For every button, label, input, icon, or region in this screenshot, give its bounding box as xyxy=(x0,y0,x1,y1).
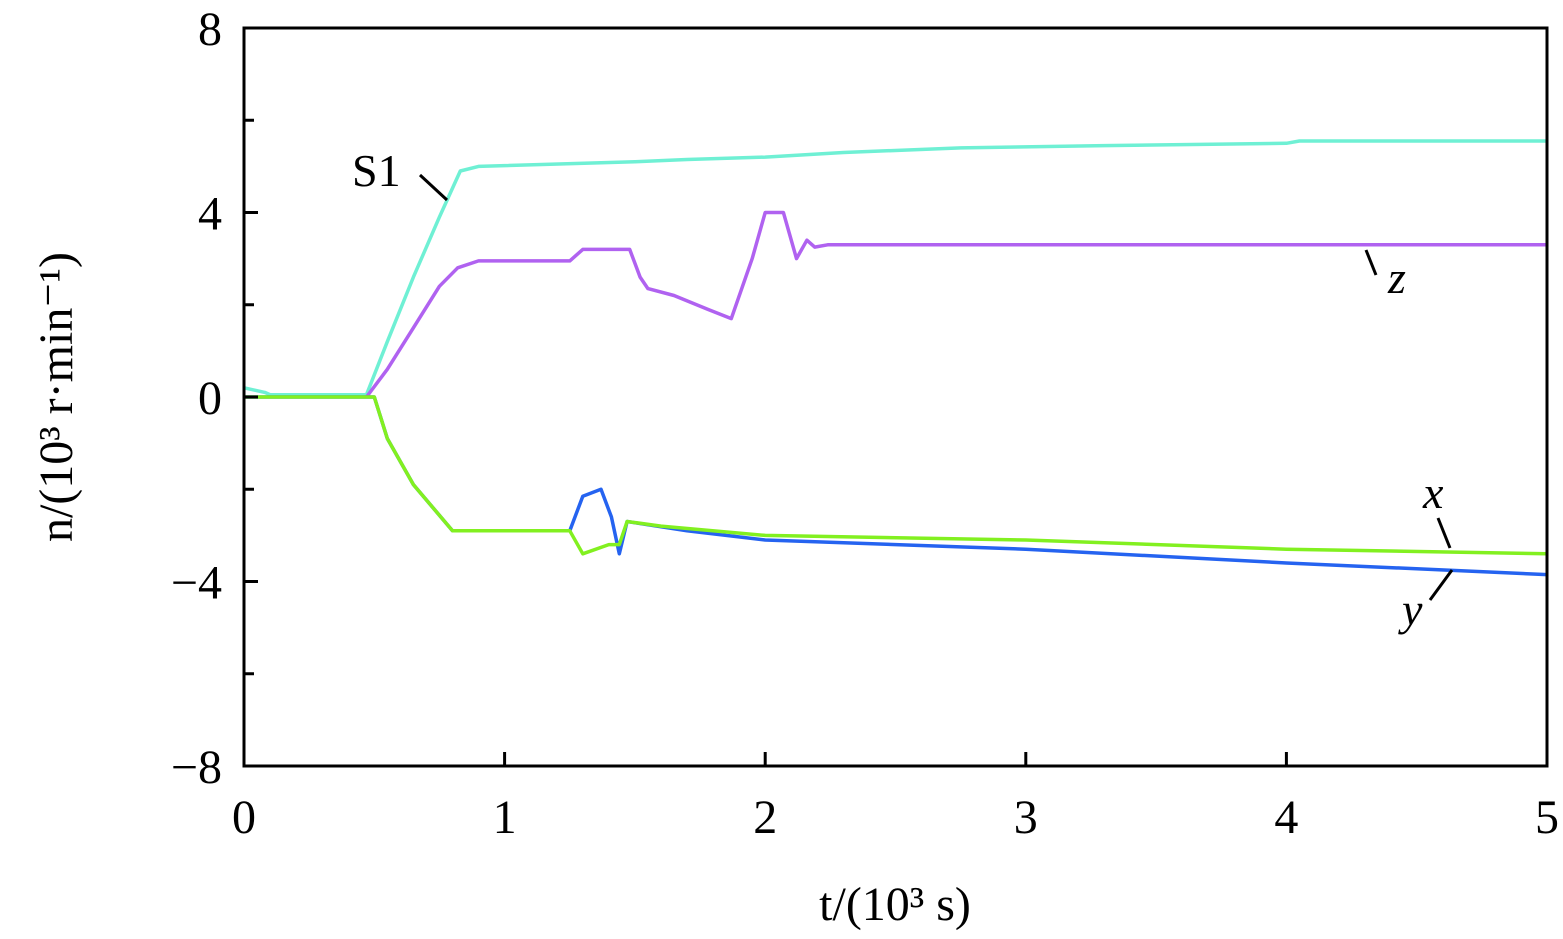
y-tick-label: −8 xyxy=(171,741,222,794)
x-tick-label: 0 xyxy=(232,791,256,844)
y-tick-label: −4 xyxy=(171,557,222,610)
x-tick-label: 1 xyxy=(493,791,517,844)
series-line-x xyxy=(244,395,1548,556)
y-tick-label: 8 xyxy=(198,3,222,56)
series-label-x: x xyxy=(1422,467,1444,518)
series-line-y xyxy=(244,395,1548,577)
leader-line-x xyxy=(1436,517,1452,549)
x-tick-label: 5 xyxy=(1535,791,1559,844)
leader-line-z xyxy=(1364,249,1378,276)
series-label-y: y xyxy=(1398,584,1423,635)
y-tick-label: 4 xyxy=(198,188,222,241)
plot-frame xyxy=(242,26,1549,768)
x-tick-label: 4 xyxy=(1274,791,1298,844)
ticks-layer: 0 1 2 3 4 5 8 4 0 −4 −8 xyxy=(171,3,1559,844)
series-line-s1 xyxy=(243,139,1547,397)
leader-line-s1 xyxy=(418,173,449,202)
series-layer xyxy=(243,139,1548,577)
x-axis-label: t/(10³ s) xyxy=(819,878,971,931)
x-tick-label: 3 xyxy=(1014,791,1038,844)
series-label-s1: S1 xyxy=(352,145,401,196)
y-axis-label: n/(10³ r·min⁻¹) xyxy=(30,252,83,542)
x-tick-label: 2 xyxy=(753,791,777,844)
leader-line-y xyxy=(1428,569,1454,601)
series-label-z: z xyxy=(1387,252,1406,303)
y-tick-label: 0 xyxy=(198,372,222,425)
series-line-z xyxy=(365,210,1547,399)
